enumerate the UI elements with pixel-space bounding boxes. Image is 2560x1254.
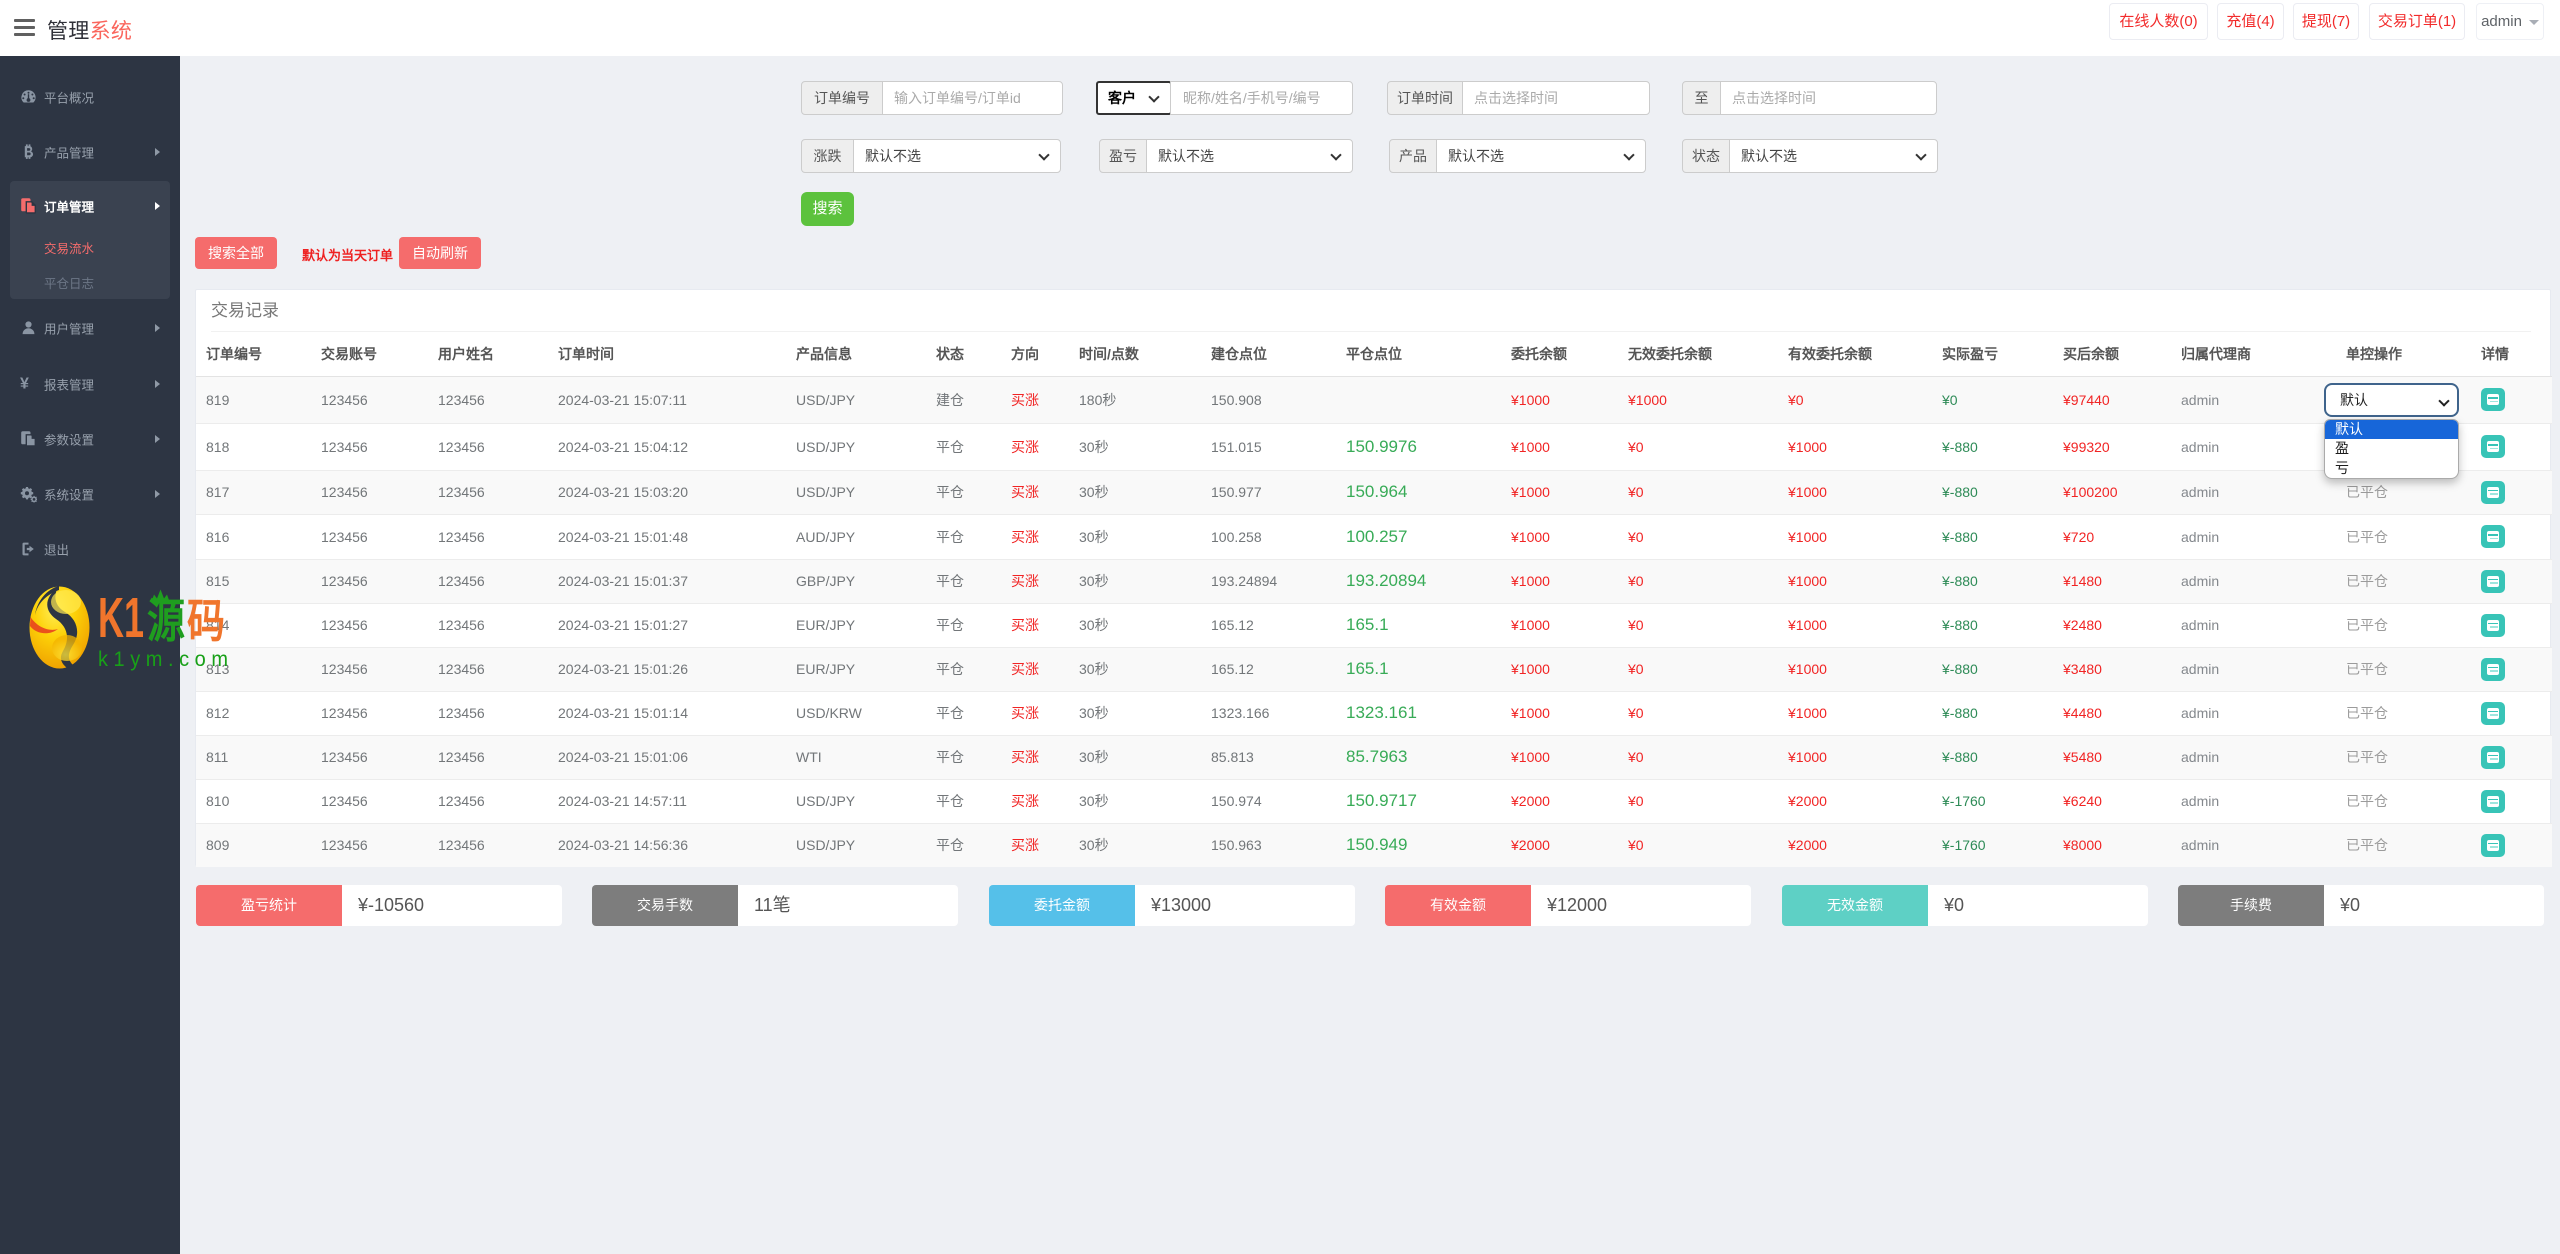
svg-text:K1: K1 [98,586,144,650]
svg-text:码: 码 [187,595,225,647]
svg-text:源: 源 [147,595,185,647]
svg-text:k 1 y m . c o m: k 1 y m . c o m [98,648,228,671]
